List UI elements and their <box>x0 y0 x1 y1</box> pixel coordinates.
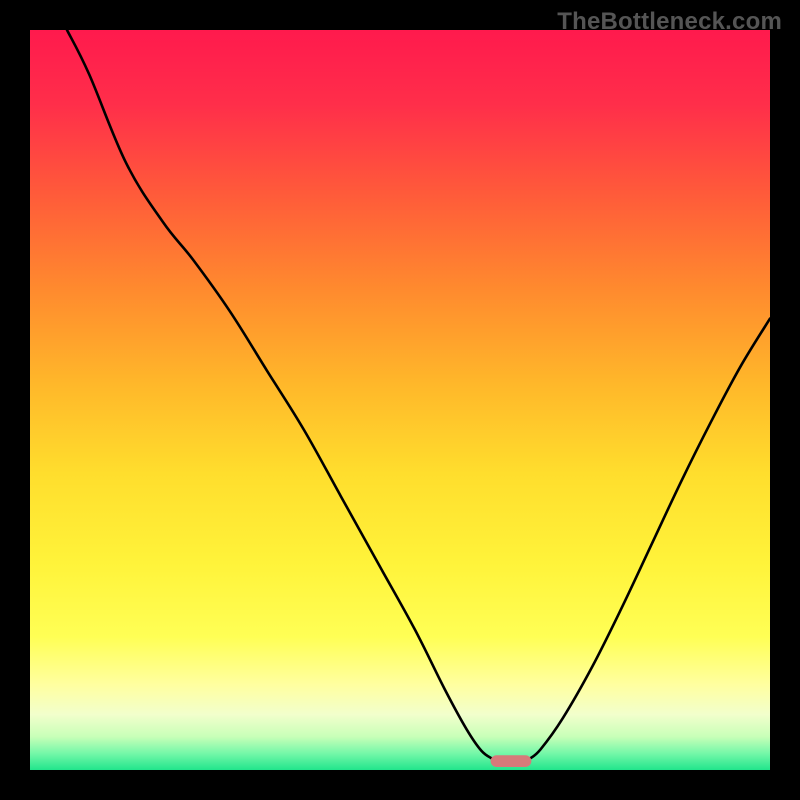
optimal-marker <box>491 755 532 767</box>
watermark-text: TheBottleneck.com <box>557 8 782 36</box>
bottleneck-chart <box>0 0 800 800</box>
chart-frame: TheBottleneck.com <box>0 0 800 800</box>
gradient-background <box>30 30 770 770</box>
